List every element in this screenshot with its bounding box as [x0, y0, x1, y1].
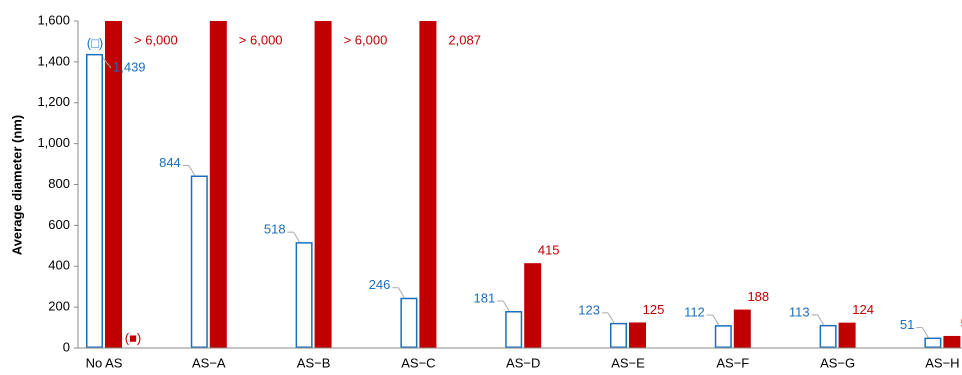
leader-line	[502, 300, 510, 312]
leader-line	[712, 314, 720, 326]
x-tick-label: AS−B	[297, 355, 331, 370]
bar	[86, 53, 103, 348]
value-label: 59	[961, 315, 962, 330]
x-tick-label: AS−C	[401, 355, 435, 370]
y-tick-label: 0	[63, 339, 70, 354]
bar	[943, 335, 961, 348]
legend-entry: (□)	[87, 35, 104, 50]
value-label: 188	[747, 289, 769, 304]
leader-line	[397, 287, 405, 298]
bar	[400, 297, 418, 348]
value-label: 113	[789, 304, 810, 319]
bar	[714, 325, 732, 348]
value-label: > 6,000	[344, 32, 388, 47]
leader-line	[817, 314, 825, 326]
y-tick-label: 800	[48, 176, 70, 191]
value-label: 125	[643, 302, 665, 317]
x-tick-label: AS−D	[506, 355, 540, 370]
bar	[524, 263, 542, 348]
bar	[505, 311, 523, 348]
leader-line	[102, 57, 112, 69]
x-tick-label: No AS	[86, 355, 123, 370]
bar	[419, 21, 437, 348]
y-axis-label: Average diameter (nm)	[9, 115, 24, 255]
y-tick-label: 1,200	[37, 94, 70, 109]
y-tick-label: 1,400	[37, 53, 70, 68]
value-label: > 6,000	[134, 32, 178, 47]
value-label: 123	[578, 302, 600, 317]
value-label: 51	[900, 317, 914, 332]
value-label: 518	[264, 222, 286, 237]
leader-line	[607, 312, 615, 324]
value-label: 246	[369, 277, 391, 292]
bar	[610, 322, 627, 348]
legend-entry: (■)	[125, 330, 142, 345]
x-tick-label: AS−G	[820, 355, 855, 370]
bar	[629, 322, 646, 348]
y-tick-label: 400	[48, 258, 70, 273]
y-tick-label: 600	[48, 217, 70, 232]
value-label: 1,439	[113, 59, 146, 74]
bar	[190, 175, 208, 348]
bar	[819, 324, 837, 348]
bar	[838, 322, 856, 348]
value-label: > 6,000	[239, 32, 283, 47]
value-label: 181	[473, 290, 495, 305]
bar	[924, 337, 942, 348]
x-tick-label: AS−H	[925, 355, 959, 370]
y-tick-label: 1,000	[37, 135, 70, 150]
leader-line	[188, 165, 196, 176]
value-label: 112	[684, 305, 705, 320]
bar	[314, 21, 332, 348]
x-tick-label: AS−E	[611, 355, 645, 370]
x-tick-label: AS−F	[716, 355, 749, 370]
bar	[733, 309, 751, 348]
plot-area	[86, 21, 961, 348]
y-tick-label: 1,600	[37, 12, 70, 27]
bar	[209, 21, 227, 348]
leader-line	[921, 327, 929, 338]
value-label: 124	[852, 302, 874, 317]
x-tick-label: AS−A	[192, 355, 226, 370]
value-label: 2,087	[448, 32, 481, 47]
y-tick-label: 200	[48, 299, 70, 314]
value-label: 415	[538, 243, 560, 258]
bar	[105, 21, 122, 348]
value-label: 844	[159, 155, 181, 170]
bar	[295, 242, 313, 348]
leader-line	[293, 231, 301, 243]
